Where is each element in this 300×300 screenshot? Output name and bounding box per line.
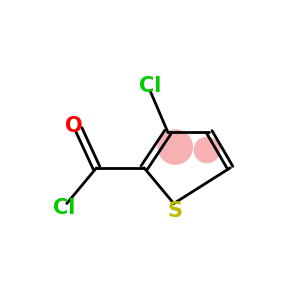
- Text: Cl: Cl: [52, 198, 75, 218]
- Text: O: O: [65, 116, 83, 136]
- Text: S: S: [168, 201, 183, 221]
- Text: Cl: Cl: [139, 76, 161, 96]
- Circle shape: [158, 129, 193, 165]
- Circle shape: [194, 136, 220, 164]
